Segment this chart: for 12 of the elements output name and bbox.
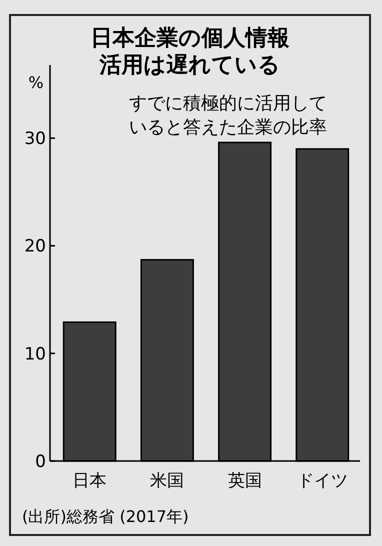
y-tick-label: 30	[24, 129, 46, 150]
x-tick-label: ドイツ	[296, 471, 348, 491]
x-tick-label: 英国	[228, 471, 262, 491]
text: すでに積極的に活用していると答えた企業の比率	[129, 93, 327, 138]
x-tick-label: 米国	[150, 471, 184, 491]
y-tick-label: 10	[24, 344, 46, 364]
y-axis-title: %	[28, 73, 44, 92]
y-tick-label: 0	[35, 452, 46, 472]
x-tick-label: 日本	[72, 471, 107, 491]
y-tick-label: 20	[24, 236, 46, 257]
chart-title: 日本企業の個人情報活用は遅れている	[90, 26, 290, 78]
text: (出所)総務省 (2017年)	[22, 507, 189, 526]
